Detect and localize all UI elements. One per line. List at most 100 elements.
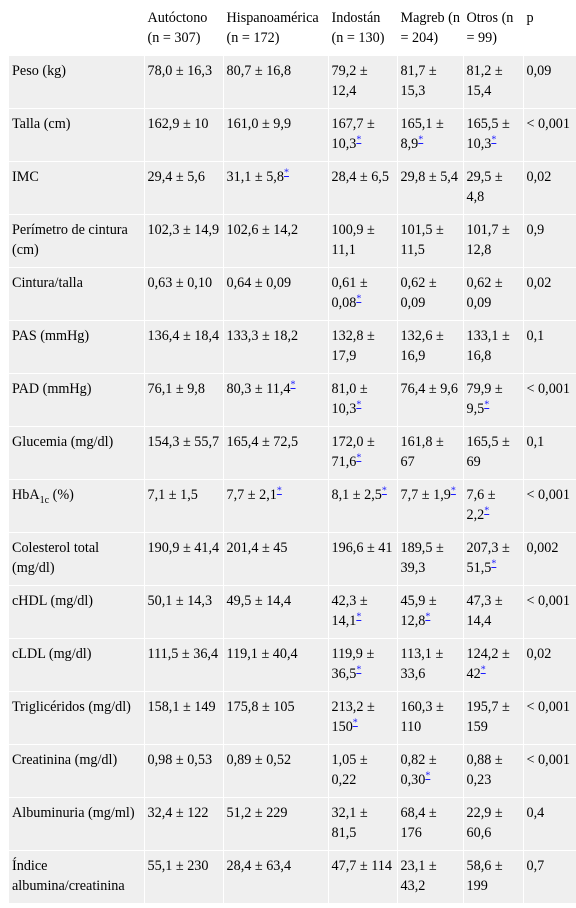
- table-row: PAD (mmHg) 76,1 ± 9,8 80,3 ± 11,4* 81,0 …: [9, 373, 576, 427]
- row-label: Índice albumina/creatinina: [9, 850, 145, 904]
- cell-hispanoamerica: 161,0 ± 9,9: [223, 108, 329, 162]
- footnote-link[interactable]: *: [356, 293, 362, 305]
- cell-indostan: 132,8 ± 17,9: [328, 320, 398, 374]
- cell-magreb: 189,5 ± 39,3: [397, 532, 464, 586]
- row-label: cLDL (mg/dl): [9, 638, 145, 692]
- table-row: PAS (mmHg) 136,4 ± 18,4 133,3 ± 18,2 132…: [9, 320, 576, 374]
- cell-otros: 195,7 ± 159: [463, 691, 524, 745]
- cell-magreb: 68,4 ± 176: [397, 797, 464, 851]
- footnote-link[interactable]: *: [381, 485, 387, 497]
- row-label: Colesterol total (mg/dl): [9, 532, 145, 586]
- cell-magreb: 23,1 ± 43,2: [397, 850, 464, 904]
- cell-magreb: 132,6 ± 16,9: [397, 320, 464, 374]
- cell-autoctono: 78,0 ± 16,3: [144, 55, 224, 109]
- cell-otros: 165,5 ± 10,3*: [463, 108, 524, 162]
- cell-p-value: 0,09: [523, 55, 576, 109]
- cell-indostan: 1,05 ± 0,22: [328, 744, 398, 798]
- cell-p-value: < 0,001: [523, 744, 576, 798]
- footnote-link[interactable]: *: [356, 399, 362, 411]
- row-label: Glucemia (mg/dl): [9, 426, 145, 480]
- cell-indostan: 8,1 ± 2,5*: [328, 479, 398, 533]
- footnote-link[interactable]: *: [276, 485, 282, 497]
- footnote-link[interactable]: *: [491, 558, 497, 570]
- results-table: Autóctono (n = 307) Hispanoamérica (n = …: [9, 0, 576, 904]
- cell-p-value: 0,02: [523, 267, 576, 321]
- header-indostan: Indostán (n = 130): [328, 0, 398, 56]
- footnote-link[interactable]: *: [491, 134, 497, 146]
- row-label: Triglicéridos (mg/dl): [9, 691, 145, 745]
- cell-p-value: < 0,001: [523, 479, 576, 533]
- cell-hispanoamerica: 51,2 ± 229: [223, 797, 329, 851]
- cell-autoctono: 55,1 ± 230: [144, 850, 224, 904]
- footnote-link[interactable]: *: [484, 399, 490, 411]
- cell-autoctono: 190,9 ± 41,4: [144, 532, 224, 586]
- cell-otros: 22,9 ± 60,6: [463, 797, 524, 851]
- row-label: Creatinina (mg/dl): [9, 744, 145, 798]
- table-row: Glucemia (mg/dl) 154,3 ± 55,7 165,4 ± 72…: [9, 426, 576, 480]
- header-hispanoamerica: Hispanoamérica (n = 172): [223, 0, 329, 56]
- table-row: Perímetro de cintura (cm) 102,3 ± 14,9 1…: [9, 214, 576, 268]
- cell-magreb: 0,62 ± 0,09: [397, 267, 464, 321]
- cell-otros: 101,7 ± 12,8: [463, 214, 524, 268]
- footnote-link[interactable]: *: [450, 485, 456, 497]
- header-magreb: Magreb (n = 204): [397, 0, 464, 56]
- table-row: cHDL (mg/dl) 50,1 ± 14,3 49,5 ± 14,4 42,…: [9, 585, 576, 639]
- footnote-link[interactable]: *: [356, 611, 362, 623]
- row-label: Cintura/talla: [9, 267, 145, 321]
- cell-p-value: < 0,001: [523, 691, 576, 745]
- cell-p-value: 0,02: [523, 161, 576, 215]
- table-row: HbA1c (%) 7,1 ± 1,5 7,7 ± 2,1* 8,1 ± 2,5…: [9, 479, 576, 533]
- cell-p-value: 0,9: [523, 214, 576, 268]
- cell-autoctono: 29,4 ± 5,6: [144, 161, 224, 215]
- row-label: IMC: [9, 161, 145, 215]
- cell-autoctono: 50,1 ± 14,3: [144, 585, 224, 639]
- cell-otros: 58,6 ± 199: [463, 850, 524, 904]
- cell-indostan: 196,6 ± 41: [328, 532, 398, 586]
- cell-autoctono: 0,63 ± 0,10: [144, 267, 224, 321]
- footnote-link[interactable]: *: [484, 505, 490, 517]
- cell-hispanoamerica: 80,7 ± 16,8: [223, 55, 329, 109]
- cell-p-value: < 0,001: [523, 108, 576, 162]
- cell-indostan: 119,9 ± 36,5*: [328, 638, 398, 692]
- cell-indostan: 81,0 ± 10,3*: [328, 373, 398, 427]
- cell-magreb: 0,82 ± 0,30*: [397, 744, 464, 798]
- cell-autoctono: 111,5 ± 36,4: [144, 638, 224, 692]
- table-row: Creatinina (mg/dl) 0,98 ± 0,53 0,89 ± 0,…: [9, 744, 576, 798]
- cell-magreb: 45,9 ± 12,8*: [397, 585, 464, 639]
- cell-otros: 0,62 ± 0,09: [463, 267, 524, 321]
- footnote-link[interactable]: *: [290, 379, 296, 391]
- footnote-link[interactable]: *: [425, 611, 431, 623]
- footnote-link[interactable]: *: [418, 134, 424, 146]
- table-row: Colesterol total (mg/dl) 190,9 ± 41,4 20…: [9, 532, 576, 586]
- cell-indostan: 167,7 ± 10,3*: [328, 108, 398, 162]
- cell-indostan: 79,2 ± 12,4: [328, 55, 398, 109]
- footnote-link[interactable]: *: [356, 664, 362, 676]
- footnote-link[interactable]: *: [356, 134, 362, 146]
- cell-hispanoamerica: 0,89 ± 0,52: [223, 744, 329, 798]
- cell-indostan: 47,7 ± 114: [328, 850, 398, 904]
- footnote-link[interactable]: *: [352, 717, 358, 729]
- cell-magreb: 29,8 ± 5,4: [397, 161, 464, 215]
- cell-indostan: 32,1 ± 81,5: [328, 797, 398, 851]
- cell-hispanoamerica: 31,1 ± 5,8*: [223, 161, 329, 215]
- row-label: HbA1c (%): [9, 479, 145, 533]
- cell-hispanoamerica: 133,3 ± 18,2: [223, 320, 329, 374]
- cell-p-value: 0,1: [523, 426, 576, 480]
- cell-p-value: 0,02: [523, 638, 576, 692]
- cell-hispanoamerica: 0,64 ± 0,09: [223, 267, 329, 321]
- cell-magreb: 101,5 ± 11,5: [397, 214, 464, 268]
- cell-magreb: 7,7 ± 1,9*: [397, 479, 464, 533]
- cell-autoctono: 162,9 ± 10: [144, 108, 224, 162]
- footnote-link[interactable]: *: [356, 452, 362, 464]
- footnote-link[interactable]: *: [283, 167, 289, 179]
- header-otros: Otros (n = 99): [463, 0, 524, 56]
- row-label: PAD (mmHg): [9, 373, 145, 427]
- cell-magreb: 81,7 ± 15,3: [397, 55, 464, 109]
- footnote-link[interactable]: *: [480, 664, 486, 676]
- cell-p-value: 0,002: [523, 532, 576, 586]
- cell-autoctono: 32,4 ± 122: [144, 797, 224, 851]
- footnote-link[interactable]: *: [425, 770, 431, 782]
- cell-otros: 81,2 ± 15,4: [463, 55, 524, 109]
- cell-otros: 0,88 ± 0,23: [463, 744, 524, 798]
- cell-autoctono: 0,98 ± 0,53: [144, 744, 224, 798]
